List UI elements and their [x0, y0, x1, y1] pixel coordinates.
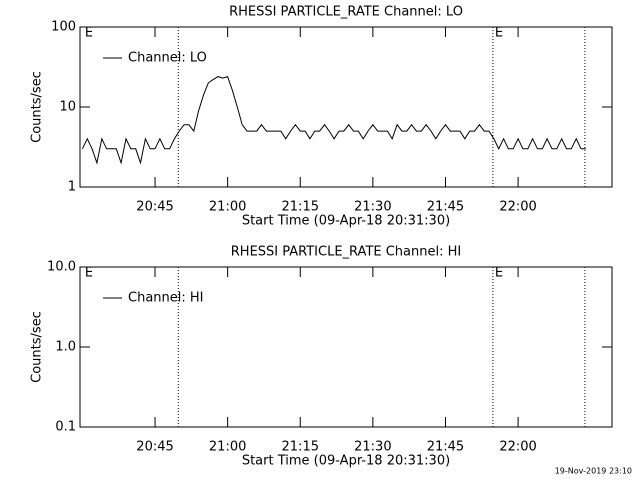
x-tick-label: 21:00 — [209, 200, 246, 215]
chart-title: RHESSI PARTICLE_RATE Channel: LO — [229, 5, 463, 20]
footer: 19-Nov-2019 23:10 — [555, 467, 632, 476]
y-tick-label: 0.1 — [55, 420, 76, 435]
x-axis-label: Start Time (09-Apr-18 20:31:30) — [242, 214, 450, 229]
x-tick-label: 20:45 — [136, 440, 173, 455]
x-tick-label: 22:00 — [499, 440, 536, 455]
chart-title: RHESSI PARTICLE_RATE Channel: HI — [231, 245, 461, 260]
y-axis-label: Counts/sec — [30, 71, 45, 143]
y-tick-label: 10 — [59, 100, 76, 115]
x-tick-label: 21:45 — [427, 200, 464, 215]
x-tick-label: 21:15 — [282, 440, 319, 455]
x-axis-label: Start Time (09-Apr-18 20:31:30) — [242, 454, 450, 469]
event-marker: E — [495, 26, 503, 41]
data-line — [81, 75, 586, 165]
x-tick-label: 21:45 — [427, 440, 464, 455]
x-tick-label: 21:15 — [282, 200, 319, 215]
y-axis-label: Counts/sec — [30, 311, 45, 383]
x-tick-label: 20:45 — [136, 200, 173, 215]
x-tick-label: 22:00 — [499, 200, 536, 215]
event-marker: E — [495, 266, 503, 281]
event-marker: E — [85, 26, 93, 41]
legend-label: Channel: HI — [128, 291, 204, 306]
y-tick-label: 1 — [68, 180, 76, 195]
x-tick-label: 21:30 — [354, 200, 391, 215]
y-tick-label: 100 — [51, 20, 76, 35]
legend-label: Channel: LO — [128, 51, 207, 66]
x-tick-label: 21:00 — [209, 440, 246, 455]
y-tick-label: 1.0 — [55, 340, 76, 355]
y-tick-label: 10.0 — [47, 260, 76, 275]
event-marker: E — [85, 266, 93, 281]
x-tick-label: 21:30 — [354, 440, 391, 455]
